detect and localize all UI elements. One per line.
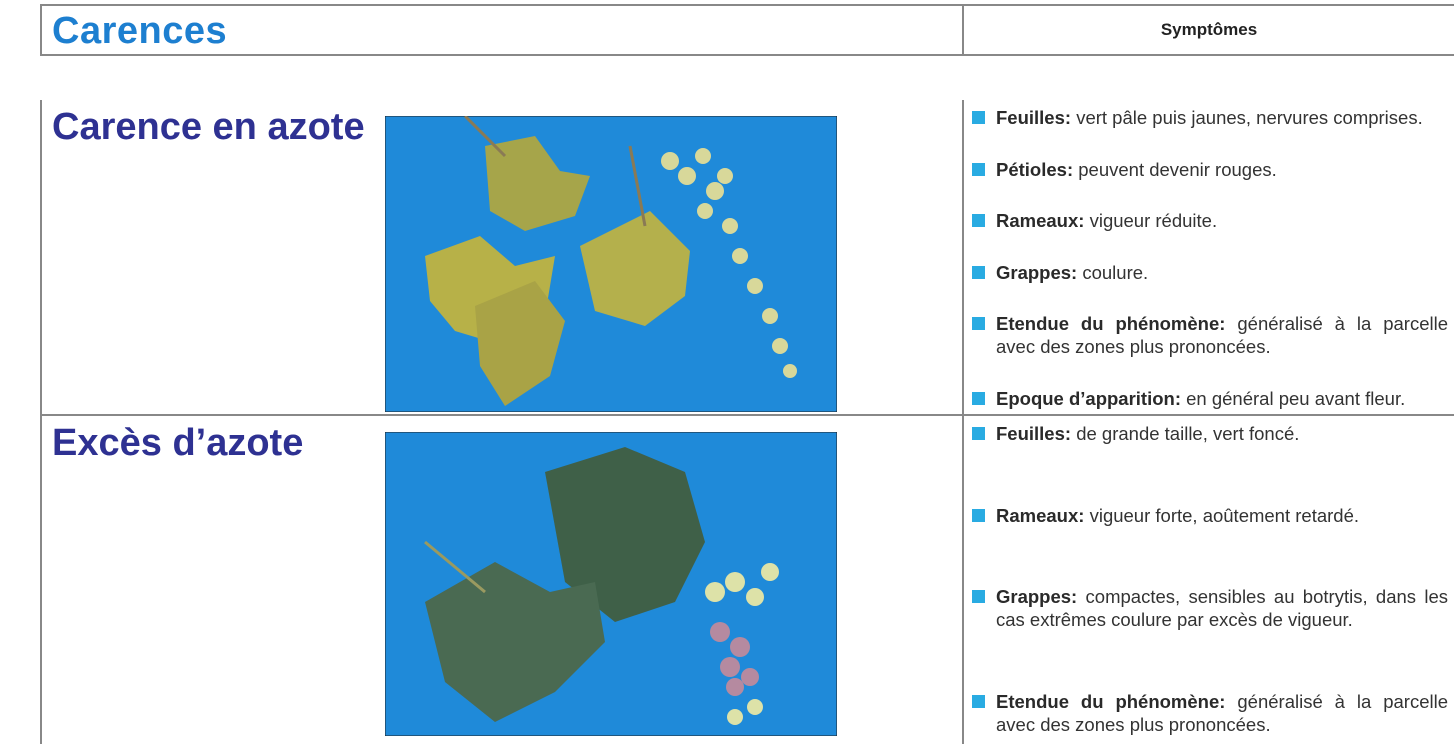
row: Carence en azote Feuilles: vert pâle pui… xyxy=(40,100,1454,416)
symptom-text: en général peu avant fleur. xyxy=(1186,388,1405,409)
symptom-list: Feuilles: vert pâle puis jaunes, nervure… xyxy=(972,100,1448,414)
header-title: Carences xyxy=(52,10,227,53)
symptom-item: Epoque d’apparition: en général peu avan… xyxy=(972,387,1448,410)
page: Carences Symptômes Carence en azote Feui… xyxy=(0,0,1454,744)
symptom-label: Pétioles: xyxy=(996,159,1073,180)
divider xyxy=(962,416,964,744)
divider xyxy=(962,100,964,414)
symptom-item: Grappes: coulure. xyxy=(972,261,1448,284)
symptom-text: coulure. xyxy=(1082,262,1148,283)
symptom-label: Feuilles: xyxy=(996,107,1071,128)
symptom-item: Pétioles: peuvent devenir rouges. xyxy=(972,158,1448,181)
symptom-item: Feuilles: vert pâle puis jaunes, nervure… xyxy=(972,106,1448,129)
symptom-label: Epoque d’apparition: xyxy=(996,388,1181,409)
symptom-item: Feuilles: de grande taille, vert foncé. xyxy=(972,422,1448,445)
header: Carences Symptômes xyxy=(40,4,1454,56)
symptom-label: Grappes: xyxy=(996,262,1077,283)
symptom-text: vigueur réduite. xyxy=(1090,210,1218,231)
symptom-label: Grappes: xyxy=(996,586,1077,607)
symptom-text: peuvent devenir rouges. xyxy=(1078,159,1277,180)
symptom-text: de grande taille, vert foncé. xyxy=(1076,423,1299,444)
symptom-item: Rameaux: vigueur forte, aoûtement retard… xyxy=(972,504,1448,527)
symptom-label: Rameaux: xyxy=(996,210,1084,231)
row-title: Excès d’azote xyxy=(52,422,303,465)
symptom-item: Etendue du phénomène: généralisé à la pa… xyxy=(972,312,1448,358)
photo xyxy=(385,116,837,412)
symptom-label: Rameaux: xyxy=(996,505,1084,526)
symptom-label: Etendue du phénomène: xyxy=(996,691,1225,712)
symptom-list: Feuilles: de grande taille, vert foncé. R… xyxy=(972,416,1448,744)
symptom-item: Grappes: compactes, sensibles au botryti… xyxy=(972,585,1448,631)
symptom-text: vert pâle puis jaunes, nervures comprise… xyxy=(1076,107,1423,128)
symptom-label: Etendue du phénomène: xyxy=(996,313,1225,334)
photo xyxy=(385,432,837,736)
symptom-item: Etendue du phénomène: généralisé à la pa… xyxy=(972,690,1448,736)
symptom-text: vigueur forte, aoûtement retardé. xyxy=(1090,505,1359,526)
symptoms-heading: Symptômes xyxy=(964,20,1454,40)
symptom-label: Feuilles: xyxy=(996,423,1071,444)
symptom-item: Rameaux: vigueur réduite. xyxy=(972,209,1448,232)
row-title: Carence en azote xyxy=(52,106,365,149)
row: Excès d’azote Feuilles: de grande taille… xyxy=(40,416,1454,744)
